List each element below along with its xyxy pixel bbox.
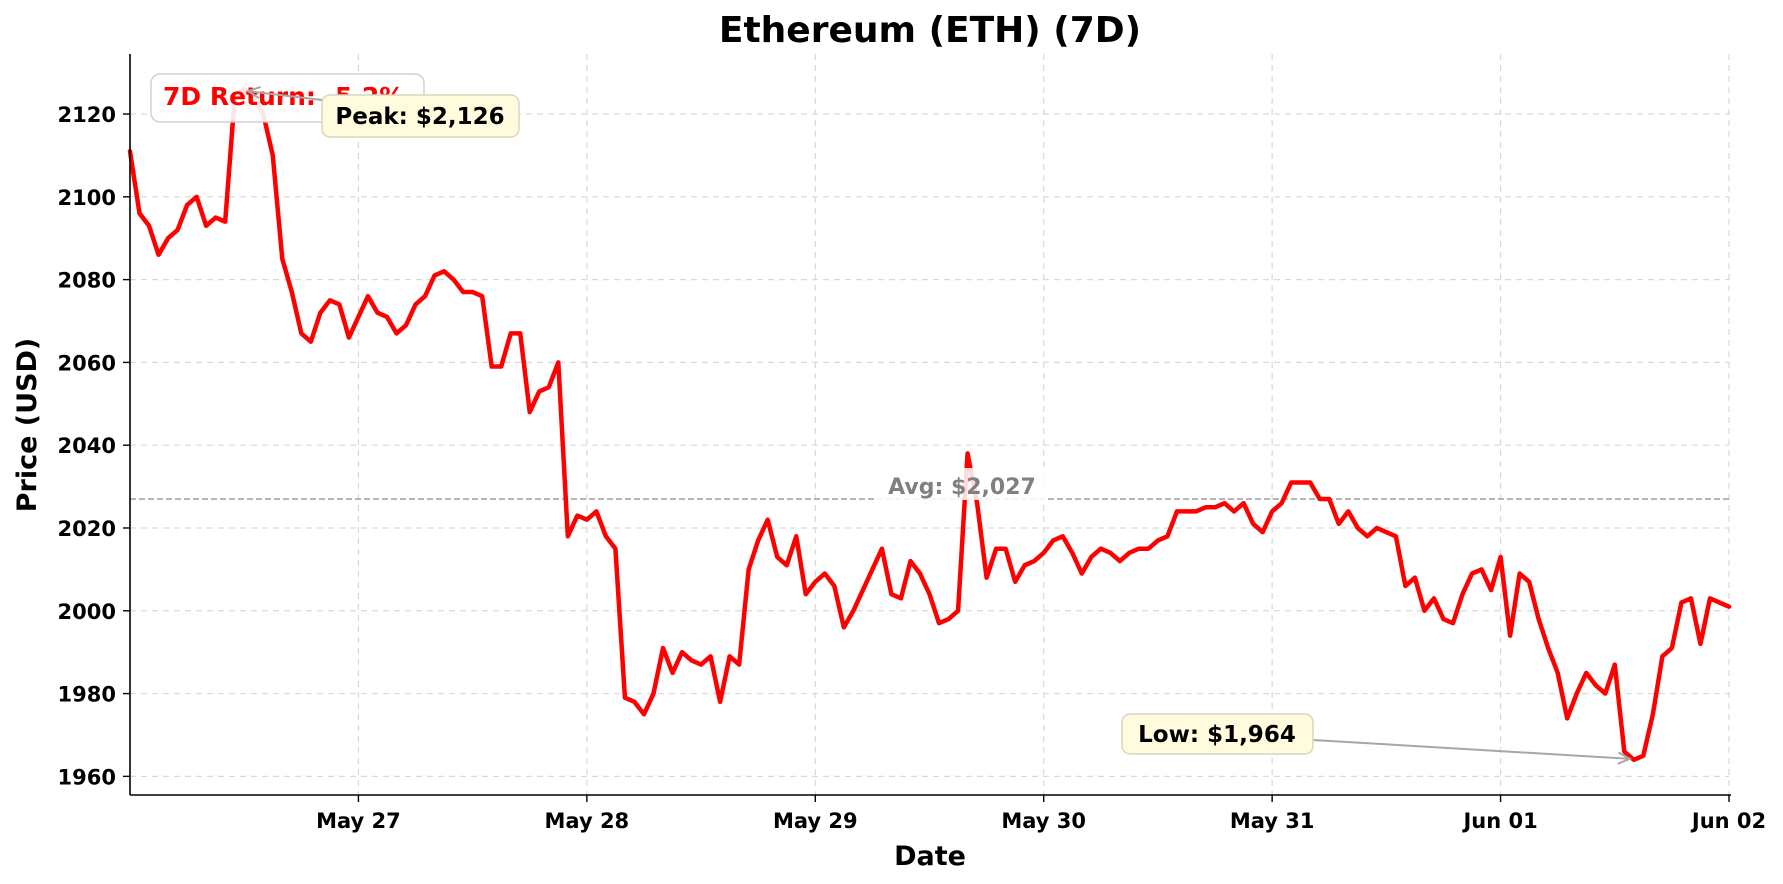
y-tick-label: 2100 [58,186,116,210]
price-series-line [127,86,1732,763]
y-axis-ticks: 1960 1980 2000 2020 2040 2060 2080 2100 2120 [58,103,130,789]
y-axis-label: Price (USD) [12,338,43,513]
y-tick-label: 1960 [58,765,116,789]
average-label: Avg: $2,027 [888,475,1036,500]
x-tick-label: May 29 [773,809,858,833]
x-tick-label: May 27 [316,809,401,833]
axes-spines [129,54,1731,796]
x-tick-label: Jun 01 [1461,809,1537,833]
peak-label-box [321,94,520,138]
low-label-box [1121,713,1314,755]
y-tick-label: 2120 [58,103,116,127]
y-tick-label: 2020 [58,517,116,541]
y-tick-label: 2000 [58,600,116,624]
x-axis-label: Date [894,841,966,872]
y-tick-label: 1980 [58,683,116,707]
y-tick-label: 2080 [58,269,116,293]
x-axis-ticks: May 27 May 28 May 29 May 30 May 31 Jun 01 Jun … [316,795,1766,833]
x-tick-label: May 28 [545,809,630,833]
y-tick-label: 2040 [58,434,116,458]
x-tick-label: May 30 [1001,809,1086,833]
low-arrow-head [1617,751,1633,765]
average-label-bg [874,468,1046,500]
peak-arrow [248,90,323,101]
x-tick-label: May 31 [1230,809,1315,833]
chart-title: Ethereum (ETH) (7D) [719,10,1141,51]
peak-label: Peak: $2,126 [335,104,504,130]
grid [130,54,1730,795]
x-tick-label: Jun 02 [1690,809,1766,833]
low-arrow [1312,739,1630,760]
low-label: Low: $1,964 [1138,722,1296,748]
peak-arrow-head [245,86,261,100]
y-tick-label: 2060 [58,351,116,375]
